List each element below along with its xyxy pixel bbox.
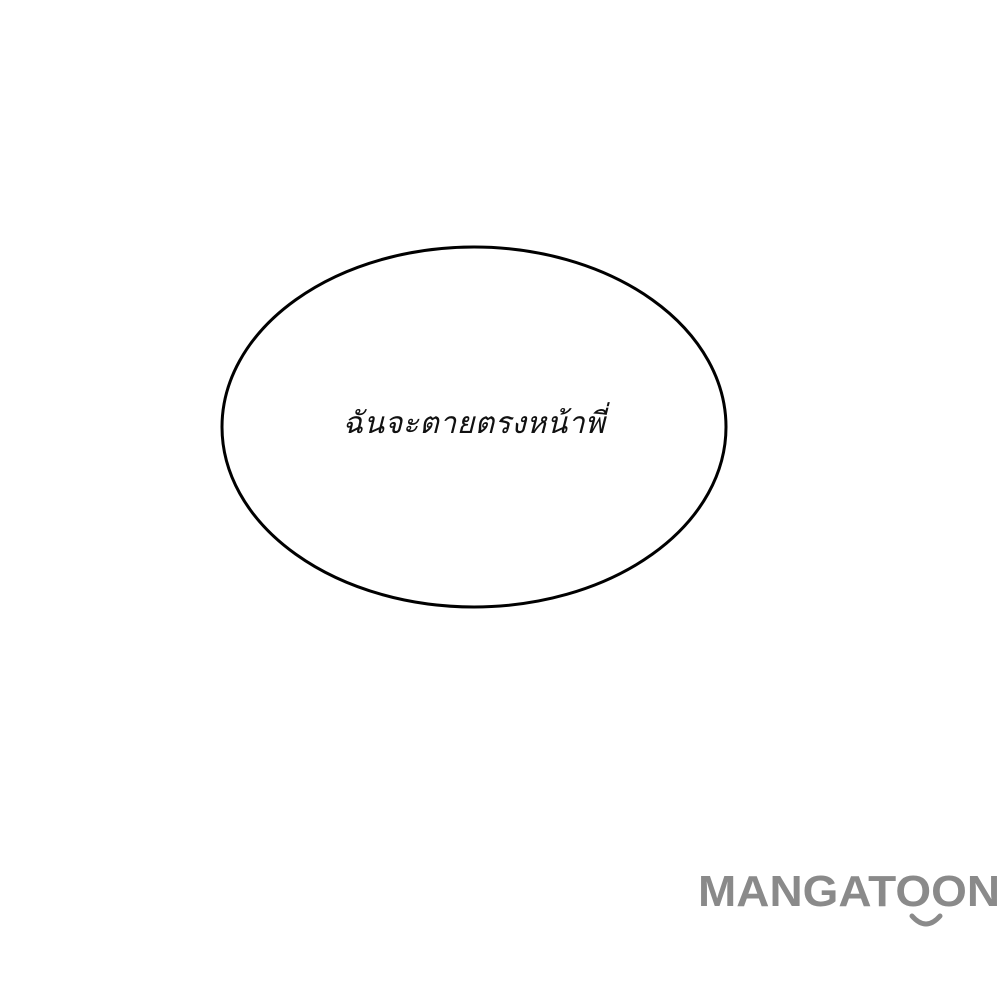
- watermark-text: MANGATOON: [698, 868, 1000, 916]
- speech-bubble-outline: [220, 245, 728, 609]
- mangatoon-watermark-logo: MANGATOON: [698, 868, 1000, 938]
- speech-bubble-text: ฉันจะตายตรงหน้าพี่: [342, 406, 606, 441]
- smile-icon: [909, 913, 943, 927]
